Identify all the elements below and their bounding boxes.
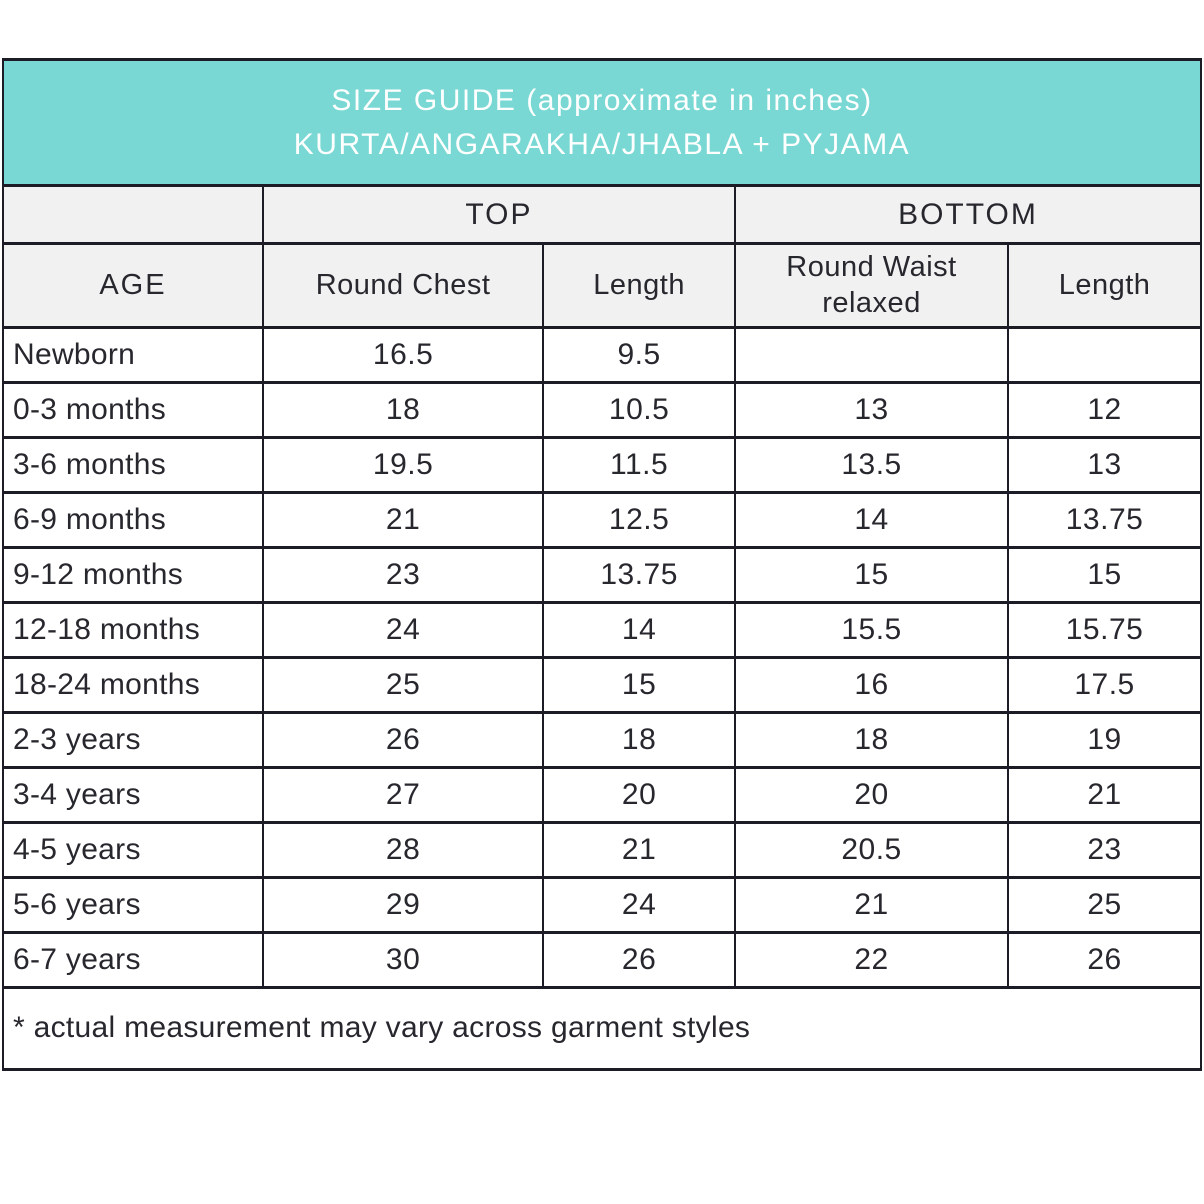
age-cell: 4-5 years xyxy=(2,820,264,879)
measurement-cell: 28 xyxy=(261,820,545,879)
table-row: 3-6 months 19.5 11.5 13.5 13 xyxy=(2,435,1202,494)
measurement-cell: 21 xyxy=(542,820,736,879)
measurement-cell: 15.5 xyxy=(733,600,1010,659)
measurement-cell: 13 xyxy=(733,380,1010,439)
measurement-cell: 15 xyxy=(1007,545,1202,604)
measurement-cell: 23 xyxy=(1007,820,1202,879)
title-bar: SIZE GUIDE (approximate in inches) KURTA… xyxy=(2,58,1202,187)
measurement-cell: 15 xyxy=(542,655,736,714)
age-cell: 2-3 years xyxy=(2,710,264,769)
measurement-cell: 16 xyxy=(733,655,1010,714)
size-guide-table: SIZE GUIDE (approximate in inches) KURTA… xyxy=(2,58,1203,1071)
table-row: 0-3 months 18 10.5 13 12 xyxy=(2,380,1202,439)
measurement-cell xyxy=(733,325,1010,384)
table-row: 18-24 months 25 15 16 17.5 xyxy=(2,655,1202,714)
measurement-cell: 29 xyxy=(261,875,545,934)
measurement-cell: 20 xyxy=(733,765,1010,824)
measurement-cell: 15 xyxy=(733,545,1010,604)
measurement-cell: 17.5 xyxy=(1007,655,1202,714)
bottom-group-header: BOTTOM xyxy=(733,184,1203,245)
table-row: 2-3 years 26 18 18 19 xyxy=(2,710,1202,769)
top-group-header: TOP xyxy=(261,184,736,245)
measurement-cell: 14 xyxy=(542,600,736,659)
age-cell: 5-6 years xyxy=(2,875,264,934)
measurement-cell: 13.75 xyxy=(542,545,736,604)
measurement-cell: 18 xyxy=(261,380,545,439)
measurement-cell: 26 xyxy=(261,710,545,769)
measurement-cell: 10.5 xyxy=(542,380,736,439)
measurement-cell: 20 xyxy=(542,765,736,824)
measurement-cell: 24 xyxy=(261,600,545,659)
measurement-cell: 15.75 xyxy=(1007,600,1202,659)
age-cell: 0-3 months xyxy=(2,380,264,439)
age-cell: 3-6 months xyxy=(2,435,264,494)
measurement-cell: 21 xyxy=(261,490,545,549)
measurement-cell: 21 xyxy=(733,875,1010,934)
measurement-cell: 11.5 xyxy=(542,435,736,494)
measurement-cell: 13.75 xyxy=(1007,490,1202,549)
measurement-cell: 16.5 xyxy=(261,325,545,384)
table-row: 6-9 months 21 12.5 14 13.75 xyxy=(2,490,1202,549)
table-row: 12-18 months 24 14 15.5 15.75 xyxy=(2,600,1202,659)
measurement-cell: 13.5 xyxy=(733,435,1010,494)
table-row: 3-4 years 27 20 20 21 xyxy=(2,765,1202,824)
footnote-row: * actual measurement may vary across gar… xyxy=(2,985,1202,1071)
measurement-cell: 21 xyxy=(1007,765,1202,824)
column-header-top-length: Length xyxy=(542,242,736,329)
measurement-cell: 23 xyxy=(261,545,545,604)
column-header-age: AGE xyxy=(2,242,264,329)
measurement-cell: 25 xyxy=(1007,875,1202,934)
table-row: Newborn 16.5 9.5 xyxy=(2,325,1202,384)
age-cell: 3-4 years xyxy=(2,765,264,824)
measurement-cell: 18 xyxy=(733,710,1010,769)
column-header-round-chest: Round Chest xyxy=(261,242,545,329)
table-row: 5-6 years 29 24 21 25 xyxy=(2,875,1202,934)
age-cell: 18-24 months xyxy=(2,655,264,714)
measurement-cell: 9.5 xyxy=(542,325,736,384)
empty-header-cell xyxy=(2,184,264,245)
measurement-cell: 24 xyxy=(542,875,736,934)
age-cell: 6-7 years xyxy=(2,930,264,989)
measurement-cell: 22 xyxy=(733,930,1010,989)
table-body: Newborn 16.5 9.5 0-3 months 18 10.5 13 12 3-6 mo… xyxy=(2,325,1202,989)
table-row: 6-7 years 30 26 22 26 xyxy=(2,930,1202,989)
measurement-cell: 12.5 xyxy=(542,490,736,549)
measurement-cell: 27 xyxy=(261,765,545,824)
title-line-2: KURTA/ANGARAKHA/JHABLA + PYJAMA xyxy=(293,127,911,161)
age-cell: 9-12 months xyxy=(2,545,264,604)
measurement-cell: 14 xyxy=(733,490,1010,549)
footnote-text: * actual measurement may vary across gar… xyxy=(2,985,1202,1071)
table-row: 4-5 years 28 21 20.5 23 xyxy=(2,820,1202,879)
measurement-cell: 13 xyxy=(1007,435,1202,494)
measurement-cell: 26 xyxy=(542,930,736,989)
measurement-cell: 26 xyxy=(1007,930,1202,989)
age-cell: 12-18 months xyxy=(2,600,264,659)
table-row: 9-12 months 23 13.75 15 15 xyxy=(2,545,1202,604)
measurement-cell: 20.5 xyxy=(733,820,1010,879)
measurement-cell: 19.5 xyxy=(261,435,545,494)
measurement-cell: 12 xyxy=(1007,380,1202,439)
group-header-row: TOP BOTTOM xyxy=(2,184,1203,245)
age-cell: 6-9 months xyxy=(2,490,264,549)
age-cell: Newborn xyxy=(2,325,264,384)
column-header-bottom-length: Length xyxy=(1007,242,1202,329)
column-header-round-waist: Round Waist relaxed xyxy=(733,242,1010,329)
measurement-cell xyxy=(1007,325,1202,384)
measurement-cell: 18 xyxy=(542,710,736,769)
measurement-cell: 25 xyxy=(261,655,545,714)
column-header-row: AGE Round Chest Length Round Waist relax… xyxy=(2,242,1202,329)
measurement-cell: 19 xyxy=(1007,710,1202,769)
title-line-1: SIZE GUIDE (approximate in inches) xyxy=(331,84,873,117)
title-bar-row: SIZE GUIDE (approximate in inches) KURTA… xyxy=(2,58,1202,187)
measurement-cell: 30 xyxy=(261,930,545,989)
